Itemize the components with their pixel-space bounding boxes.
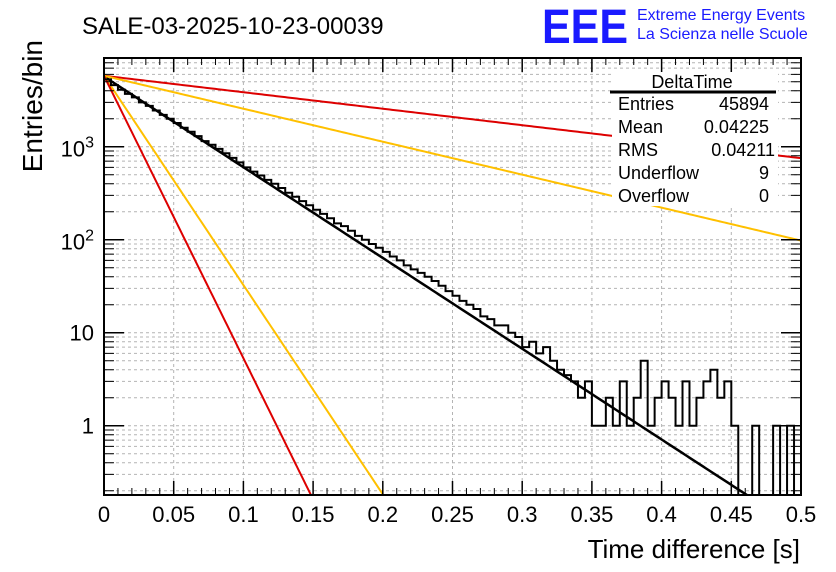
stats-label-mean: Mean xyxy=(618,117,663,137)
yellow-fast-curve xyxy=(104,75,385,495)
stats-label-underflow: Underflow xyxy=(618,163,700,183)
y-tick-label: 103 xyxy=(61,135,94,162)
y-tick-label: 10 xyxy=(70,321,94,346)
logo-line-2: La Scienza nelle Scuole xyxy=(637,26,808,43)
axis-tick-labels: 0 0.05 0.1 0.15 0.2 0.25 0.3 0.35 0.4 0.45 0.5 1 10 1… xyxy=(61,135,817,527)
stats-value-mean: 0.04225 xyxy=(704,117,769,137)
x-tick-label: 0.4 xyxy=(646,502,677,527)
y-axis-title: Entries/bin xyxy=(17,40,48,172)
x-tick-label: 0.05 xyxy=(152,502,195,527)
stats-label-entries: Entries xyxy=(618,94,674,114)
fit-curve xyxy=(104,75,750,495)
x-tick-label: 0.1 xyxy=(228,502,259,527)
stats-title: DeltaTime xyxy=(651,72,732,92)
y-tick-label: 1 xyxy=(82,414,94,439)
stats-box: DeltaTime Entries 45894 Mean 0.04225 RMS… xyxy=(610,72,778,206)
histogram-series xyxy=(104,78,796,495)
x-tick-label: 0.2 xyxy=(368,502,399,527)
stats-value-overflow: 0 xyxy=(759,186,769,206)
stats-label-rms: RMS xyxy=(618,140,658,160)
stats-value-rms: 0.04211 xyxy=(711,140,775,160)
x-tick-label: 0.35 xyxy=(570,502,613,527)
x-axis-title: Time difference [s] xyxy=(588,534,800,564)
x-tick-label: 0.15 xyxy=(292,502,335,527)
x-tick-label: 0 xyxy=(98,502,110,527)
yellow-slow-curve xyxy=(104,74,801,242)
logo-line-1: Extreme Energy Events xyxy=(637,7,805,24)
x-tick-label: 0.25 xyxy=(431,502,474,527)
stats-label-overflow: Overflow xyxy=(618,186,690,206)
x-tick-label: 0.3 xyxy=(507,502,538,527)
x-tick-label: 0.5 xyxy=(786,502,817,527)
red-fast-curve xyxy=(104,75,313,495)
eee-logo: EEE xyxy=(542,1,628,54)
stats-value-underflow: 9 xyxy=(759,163,769,183)
x-tick-label: 0.45 xyxy=(710,502,753,527)
axis-ticks xyxy=(103,57,802,495)
y-tick-label: 102 xyxy=(61,228,94,255)
stats-value-entries: 45894 xyxy=(719,94,769,114)
run-title: SALE-03-2025-10-23-00039 xyxy=(82,13,384,40)
stats-box-background xyxy=(612,72,778,206)
